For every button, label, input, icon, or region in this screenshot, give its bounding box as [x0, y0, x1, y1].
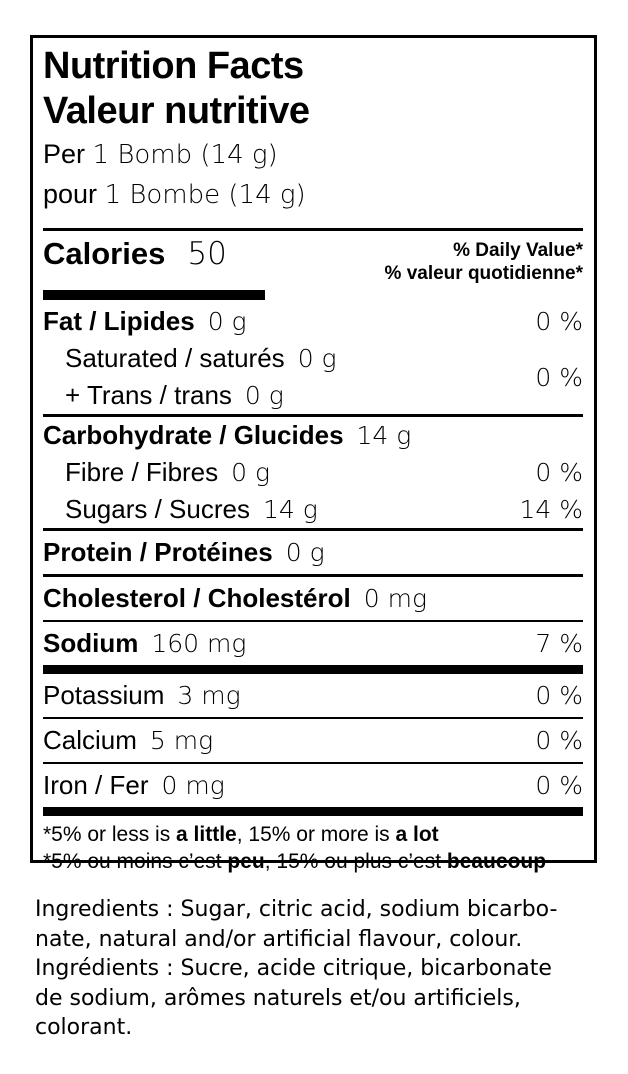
ingredients-text: Ingredients : Sugar, citric acid, sodium…: [35, 895, 557, 1043]
nutrient-label: Calcium: [43, 725, 137, 755]
footnote-text: , 15% or more is: [236, 823, 396, 846]
footnote-text: *5% ou moins c’est: [43, 850, 228, 873]
nutrient-amount: 160 mg: [151, 629, 247, 658]
calories-section: Calories 50 % Daily Value* % valeur quot…: [43, 236, 583, 285]
daily-value-percent: 0 %: [535, 307, 583, 336]
row-trans: + Trans / trans 0 g: [43, 377, 337, 414]
row-carbohydrate: Carbohydrate / Glucides 14 g: [43, 417, 583, 454]
daily-value-percent: 0 %: [535, 771, 583, 800]
nutrient-label: Fat / Lipides: [43, 306, 195, 336]
calories-thick-bar: [43, 290, 265, 300]
nutrient-amount: 0 g: [297, 344, 337, 373]
footnote-bold: peu: [227, 850, 265, 873]
ingredients-line: colorant.: [35, 1015, 133, 1040]
nutrient-amount: 0 g: [207, 307, 247, 336]
nutrient-label: Fibre / Fibres: [65, 457, 219, 487]
serving-size-fr: pour 1 Bombe (14 g): [43, 176, 583, 214]
footnote-en: *5% or less is a little, 15% or more is …: [43, 821, 583, 848]
nutrient-amount: 0 g: [285, 538, 325, 567]
daily-value-header: % Daily Value* % valeur quotidienne*: [385, 236, 583, 285]
footnote-bold: a lot: [395, 823, 439, 846]
nutrient-amount: 3 mg: [177, 681, 241, 710]
nutrient-label: Iron / Fer: [43, 770, 149, 800]
daily-value-header-en: % Daily Value*: [453, 240, 583, 261]
serving-size-en: Per 1 Bomb (14 g): [43, 136, 583, 174]
ingredients-line: nate, natural and/or artificial flavour,…: [35, 926, 523, 952]
serving-value-fr: 1 Bombe (14 g): [104, 180, 306, 210]
title-fr: Valeur nutritive: [43, 90, 310, 132]
separator-line: [43, 762, 583, 764]
separator-line: [43, 620, 583, 622]
serving-value-en: 1 Bomb (14 g): [92, 140, 278, 170]
thick-bar: [43, 807, 583, 816]
ingredients-line: Ingrédients : Sucre, acide citrique, bic…: [35, 956, 552, 981]
nutrient-label: Saturated / saturés: [65, 343, 285, 373]
separator-line: [43, 414, 583, 417]
nutrient-amount: 14 g: [356, 421, 412, 450]
row-sodium: Sodium 160 mg 7 %: [43, 622, 583, 665]
footnote-bold: a little: [176, 823, 237, 846]
row-calcium: Calcium 5 mg 0 %: [43, 719, 583, 762]
ingredients-line: de sodium, arômes naturels et/ou artific…: [35, 985, 521, 1011]
calories-label: Calories: [43, 236, 166, 271]
ingredients-line: Ingredients : Sugar, citric acid, sodium…: [35, 897, 558, 922]
daily-value-percent: 7 %: [535, 629, 583, 658]
separator-line: [43, 717, 583, 719]
footnote-text: , 15% ou plus c’est: [264, 850, 447, 873]
calories-row: Calories 50: [43, 236, 227, 285]
nutrient-amount: 5 mg: [149, 726, 214, 755]
row-potassium: Potassium 3 mg 0 %: [43, 674, 583, 717]
daily-value-percent: 14 %: [519, 495, 583, 524]
nutrient-label: Carbohydrate / Glucides: [43, 420, 344, 450]
nutrient-amount: 14 g: [262, 495, 318, 524]
row-fat: Fat / Lipides 0 g 0 %: [43, 303, 583, 340]
footnote-bold: beaucoup: [446, 850, 547, 873]
row-fibre: Fibre / Fibres 0 g 0 %: [43, 454, 583, 491]
title-en: Nutrition Facts: [43, 45, 304, 87]
daily-value-header-fr: % valeur quotidienne*: [384, 263, 583, 284]
calories-value: 50: [187, 236, 227, 272]
row-protein: Protein / Protéines 0 g: [43, 531, 583, 574]
nutrient-amount: 0 mg: [363, 584, 427, 613]
nutrient-label: Sugars / Sucres: [65, 494, 250, 524]
nutrient-label: Protein / Protéines: [43, 537, 273, 567]
separator-line: [43, 528, 583, 531]
thick-bar: [43, 665, 583, 674]
daily-value-percent: 0 %: [535, 458, 583, 487]
serving-prefix-en: Per: [43, 139, 86, 169]
nutrient-label: Cholesterol / Cholestérol: [43, 583, 351, 613]
daily-value-percent: 0 %: [535, 726, 583, 755]
separator-line: [43, 574, 583, 577]
nutrient-amount: 0 mg: [161, 771, 225, 800]
nutrition-facts-panel: Nutrition Facts Valeur nutritive Per 1 B…: [30, 35, 597, 873]
row-sugars: Sugars / Sucres 14 g 14 %: [43, 491, 583, 528]
row-iron: Iron / Fer 0 mg 0 %: [43, 764, 583, 807]
footnote-text: *5% or less is: [43, 823, 177, 846]
nutrient-label: Potassium: [43, 680, 165, 710]
daily-value-percent: 0 %: [535, 362, 583, 392]
daily-value-percent: 0 %: [535, 681, 583, 710]
footnote-fr: *5% ou moins c’est peu, 15% ou plus c’es…: [43, 848, 583, 875]
separator-line: [43, 228, 583, 231]
nutrient-label: Sodium: [43, 628, 139, 658]
row-saturated-trans: Saturated / saturés 0 g + Trans / trans …: [43, 340, 583, 414]
footnote: *5% or less is a little, 15% or more is …: [43, 821, 583, 875]
row-cholesterol: Cholesterol / Cholestérol 0 mg: [43, 577, 583, 620]
row-saturated: Saturated / saturés 0 g: [43, 340, 337, 377]
nutrient-amount: 0 g: [231, 458, 271, 487]
nutrient-label: + Trans / trans: [65, 380, 232, 410]
serving-prefix-fr: pour: [43, 179, 98, 209]
nutrient-amount: 0 g: [244, 381, 284, 410]
